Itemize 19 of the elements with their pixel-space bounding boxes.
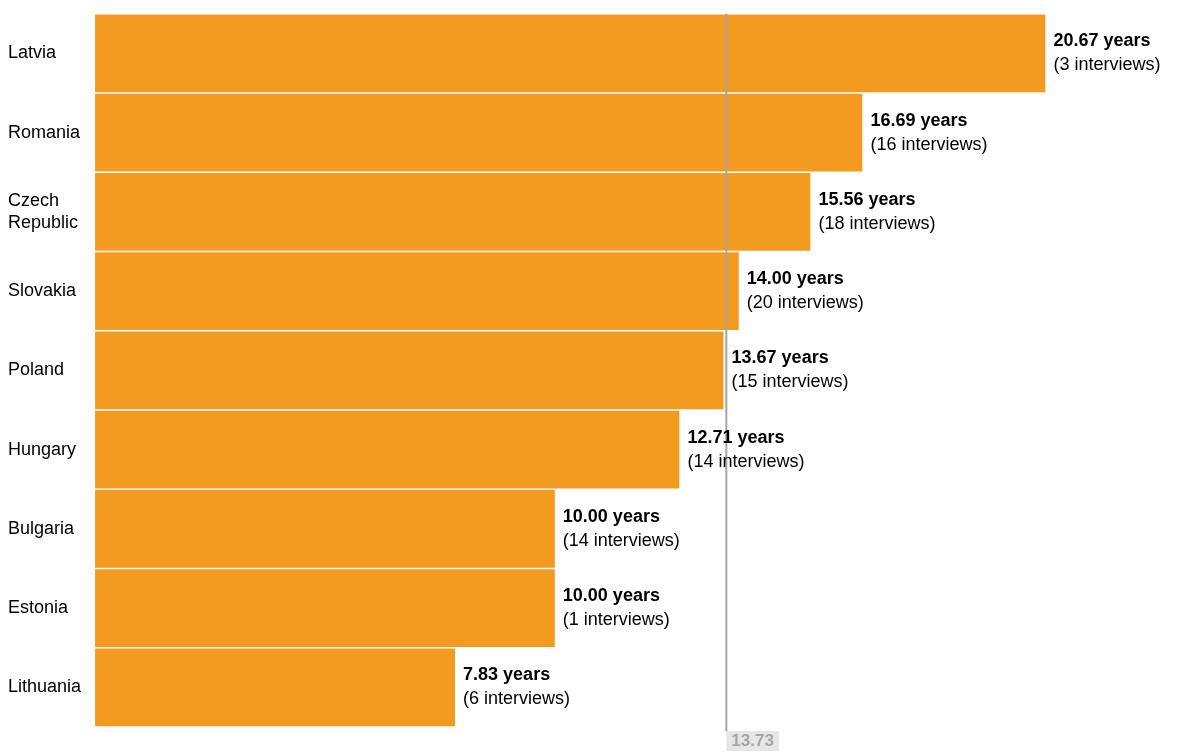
y-tick-label: Bulgaria bbox=[8, 517, 76, 538]
data-label: 15.56 years (18 interviews) bbox=[818, 188, 936, 233]
y-tick-label: Poland bbox=[8, 359, 65, 380]
data-label: 14.00 years (20 interviews) bbox=[746, 268, 864, 313]
data-label: 16.69 years (16 interviews) bbox=[870, 109, 988, 154]
data-label: 7.83 years (6 interviews) bbox=[463, 664, 571, 709]
data-label: 13.67 years (15 interviews) bbox=[731, 347, 849, 392]
data-label: 20.67 years (3 interviews) bbox=[1053, 30, 1161, 75]
data-label: 10.00 years (14 interviews) bbox=[562, 505, 680, 550]
y-tick-label: Romania bbox=[8, 121, 82, 142]
y-tick-label: Hungary bbox=[8, 438, 77, 459]
y-tick-label: Czech Republic bbox=[8, 190, 79, 232]
data-label: 12.71 years (14 interviews) bbox=[687, 426, 805, 471]
y-tick-label: Latvia bbox=[8, 42, 58, 63]
y-tick-label: Slovakia bbox=[8, 280, 78, 301]
ref-line-label: 13.73 bbox=[731, 730, 774, 750]
data-label: 10.00 years (1 interviews) bbox=[562, 585, 670, 630]
y-tick-label: Lithuania bbox=[8, 676, 83, 697]
y-tick-label: Estonia bbox=[8, 597, 70, 618]
